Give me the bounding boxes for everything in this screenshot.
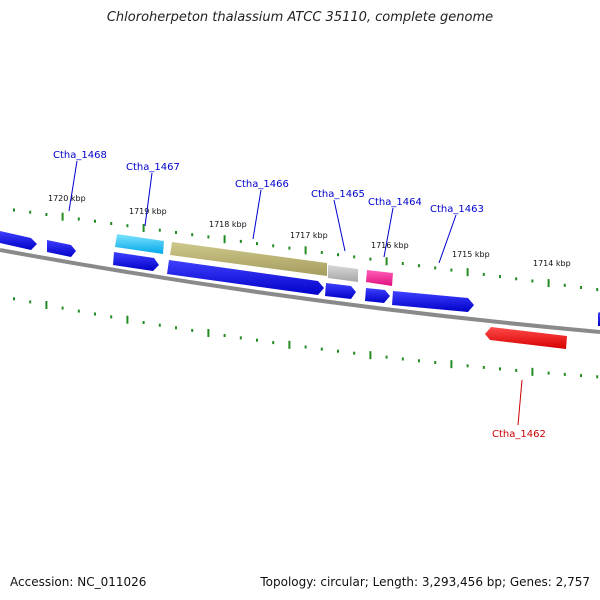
kbp-label-1718: 1718 kbp xyxy=(209,220,247,229)
kbp-label-1716: 1716 kbp xyxy=(371,241,409,250)
kbp-label-1715: 1715 kbp xyxy=(452,250,490,259)
gene-arrow-reverse-3[interactable] xyxy=(325,283,356,299)
kbp-label-1714: 1714 kbp xyxy=(533,259,571,268)
genome-title: Chloroherpeton thalassium ATCC 35110, co… xyxy=(106,10,494,25)
upper-tick-row xyxy=(13,208,599,292)
gene-label-ctha-1465[interactable]: Ctha_1465 xyxy=(311,189,365,200)
gene-label-ctha-1463[interactable]: Ctha_1463 xyxy=(430,204,484,215)
accession-text: Accession: NC_011026 xyxy=(10,575,147,589)
gene-arrow-ctha-1467[interactable] xyxy=(115,234,164,254)
leader-ctha-1464 xyxy=(383,207,394,258)
leader-ctha-1468 xyxy=(68,160,78,212)
leader-ctha-1465 xyxy=(333,199,346,252)
gene-label-ctha-1467[interactable]: Ctha_1467 xyxy=(126,162,180,173)
gene-labels: Ctha_1468 Ctha_1467 Ctha_1466 Ctha_1465 … xyxy=(53,150,546,440)
topology-text: Topology: circular; Length: 3,293,456 bp… xyxy=(260,575,590,589)
kbp-label-1717: 1717 kbp xyxy=(290,231,328,240)
gene-arrow-reverse-1[interactable] xyxy=(113,252,159,271)
kbp-label-1719: 1719 kbp xyxy=(129,207,167,216)
kbp-label-1720: 1720 kbp xyxy=(48,194,86,203)
gene-label-ctha-1466[interactable]: Ctha_1466 xyxy=(235,179,289,190)
gene-arrow-ctha-1463[interactable] xyxy=(392,291,474,312)
gene-arrow-unlabeled[interactable] xyxy=(0,231,37,250)
gene-leader-lines xyxy=(68,160,523,426)
forward-strand xyxy=(0,231,393,286)
leader-ctha-1467 xyxy=(144,172,153,227)
leader-ctha-1462 xyxy=(517,379,523,426)
gene-arrow-ctha-1464[interactable] xyxy=(366,270,393,286)
kbp-scale: 1720 kbp 1719 kbp 1718 kbp 1717 kbp 1716… xyxy=(48,194,571,268)
gene-arrow-reverse-4[interactable] xyxy=(365,288,390,303)
gene-arrow-ctha-1465[interactable] xyxy=(328,265,358,282)
gene-label-ctha-1464[interactable]: Ctha_1464 xyxy=(368,197,422,208)
gene-label-ctha-1468[interactable]: Ctha_1468 xyxy=(53,150,107,161)
gene-arrow-ctha-1468[interactable] xyxy=(47,240,76,257)
genome-backbone xyxy=(0,248,600,334)
lower-tick-row xyxy=(13,297,599,379)
gene-arrow-ctha-1466[interactable] xyxy=(170,242,327,276)
leader-ctha-1466 xyxy=(252,189,262,240)
gene-arrow-reverse-2[interactable] xyxy=(167,260,324,295)
gene-arrow-ctha-1462[interactable] xyxy=(485,327,567,349)
gene-label-ctha-1462[interactable]: Ctha_1462 xyxy=(492,429,546,440)
leader-ctha-1463 xyxy=(438,214,457,264)
reverse-strand xyxy=(113,252,600,349)
